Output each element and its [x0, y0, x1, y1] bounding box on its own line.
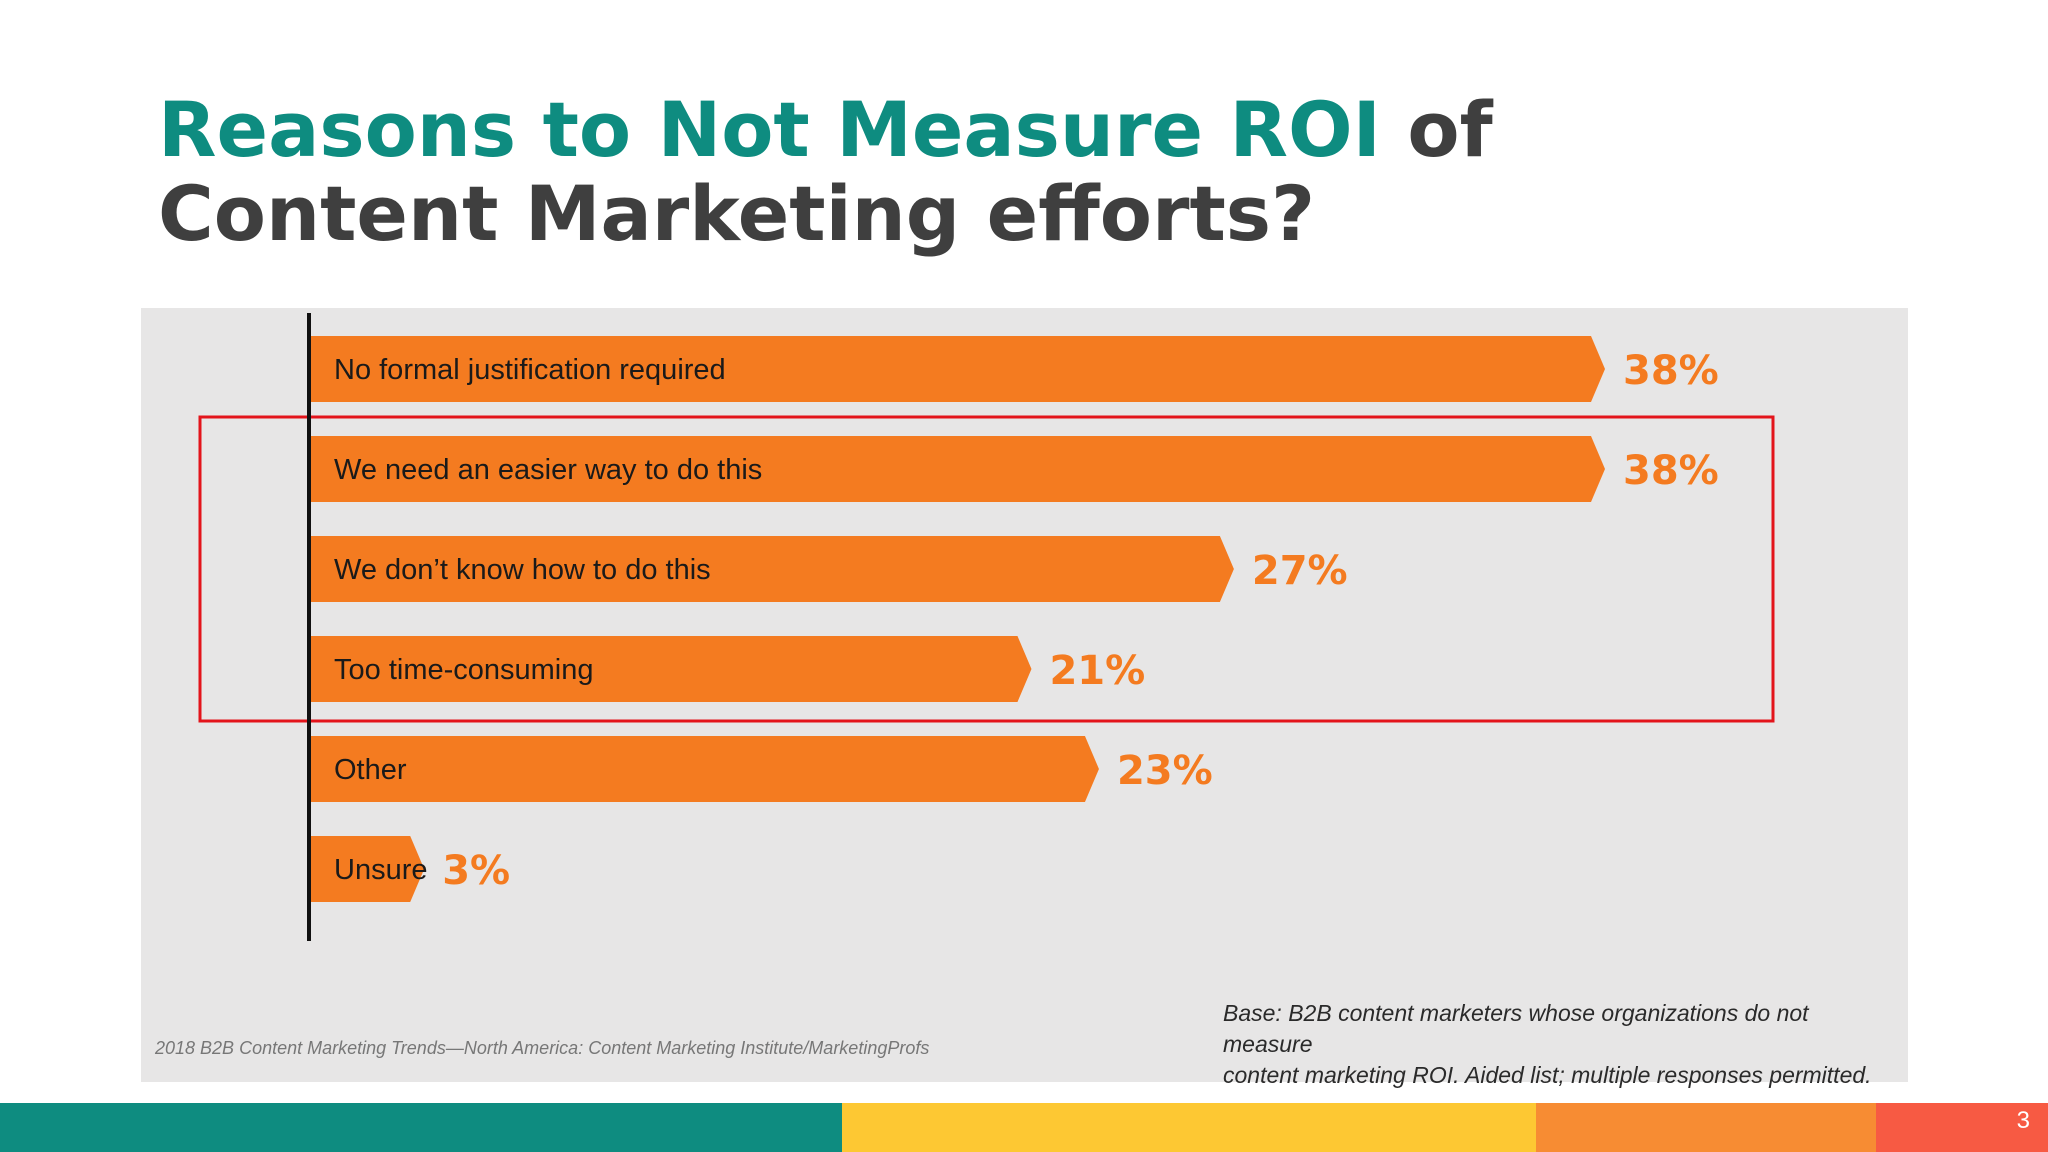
bar-category-label: Other: [334, 754, 407, 786]
highlight-box: [198, 415, 1775, 723]
footer-segment-orange: [1536, 1103, 1876, 1152]
chart-panel: No formal justification required 38% We ne…: [141, 308, 1908, 1088]
base-note-line-2: content marketing ROI. Aided list; multi…: [1223, 1062, 1872, 1088]
source-note: 2018 B2B Content Marketing Trends—North …: [155, 1038, 930, 1058]
page-number: 3: [2016, 1107, 2030, 1134]
bar-1: [309, 436, 1605, 502]
bar-0: [309, 336, 1605, 402]
base-note-line-1: Base: B2B content marketers whose organi…: [1223, 1000, 1809, 1057]
footer-color-band: [0, 1103, 2048, 1152]
bar-3: [309, 636, 1032, 702]
footer-segment-red: [1876, 1103, 2048, 1152]
bar-2: [309, 536, 1234, 602]
bar-value-label: 38%: [1623, 448, 1719, 494]
bar-category-label: Too time-consuming: [334, 654, 594, 686]
bar-4: [309, 736, 1099, 802]
bar-value-label: 21%: [1049, 648, 1145, 694]
bar-chart: No formal justification required 38% We ne…: [198, 313, 1775, 941]
bar-value-label: 27%: [1252, 548, 1348, 594]
bar-category-label: Unsure: [334, 854, 428, 886]
bar-value-label: 23%: [1117, 748, 1213, 794]
footer-segment-yellow: [842, 1103, 1536, 1152]
slide-title-accent: Reasons to Not Measure ROI: [158, 85, 1381, 174]
slide-title-rest: of Content Marketing efforts?: [158, 85, 1493, 258]
bar-value-label: 38%: [1623, 348, 1719, 394]
bar-category-label: We don’t know how to do this: [334, 554, 711, 586]
bar-category-label: We need an easier way to do this: [334, 454, 762, 486]
bar-value-label: 3%: [442, 848, 510, 894]
footer-segment-teal: [0, 1103, 842, 1152]
base-note: Base: B2B content marketers whose organi…: [1223, 998, 1903, 1091]
bar-5: [309, 836, 425, 902]
slide-title: Reasons to Not Measure ROI of Content Ma…: [158, 88, 1858, 256]
bar-category-label: No formal justification required: [334, 354, 726, 386]
